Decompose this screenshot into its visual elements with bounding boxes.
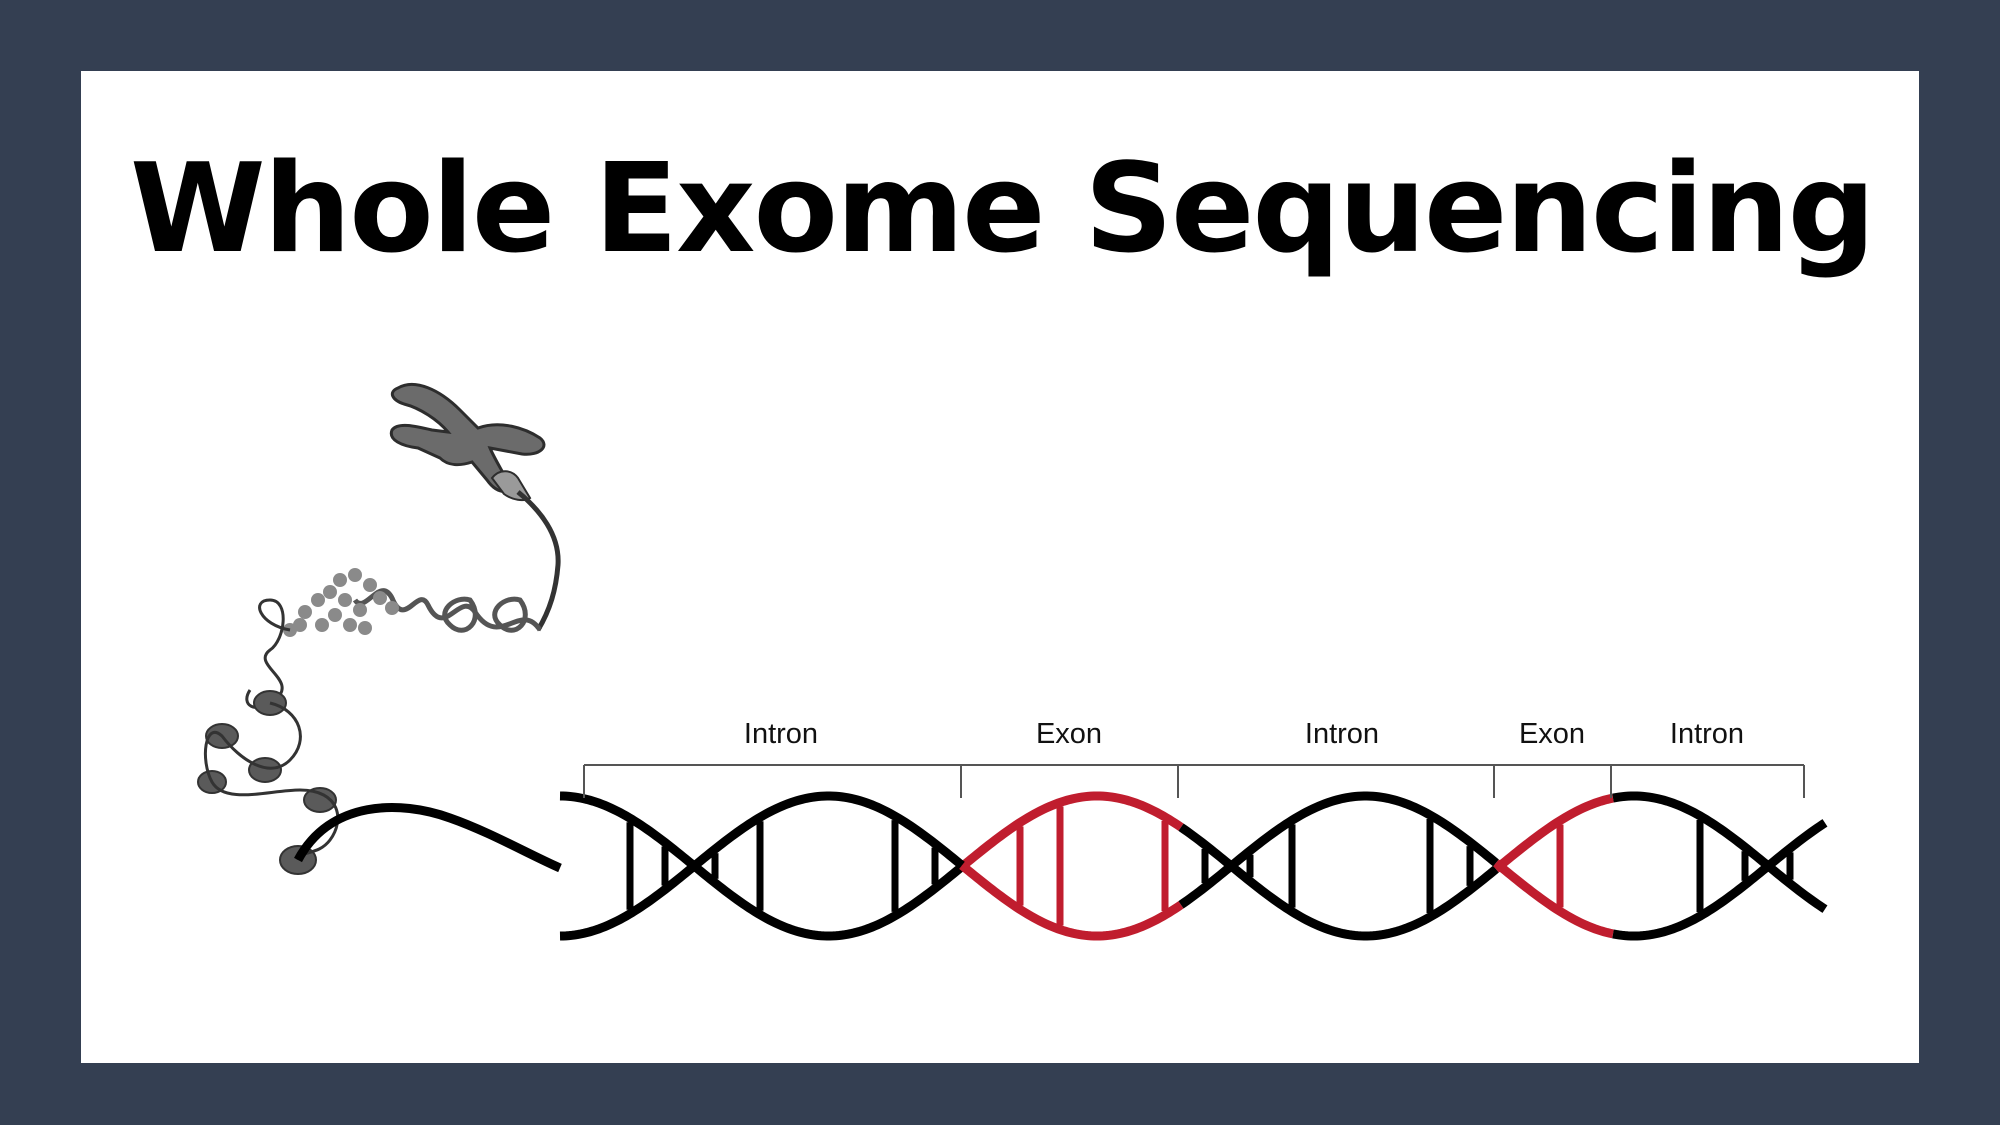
dna-strand-a [1178, 823, 1499, 941]
dna-strand-b [959, 861, 1184, 941]
segment-label-exon: Exon [1519, 718, 1585, 750]
segment-label-intron: Intron [744, 718, 818, 750]
segment-label-intron: Intron [1670, 718, 1744, 750]
chromatin-fiber-icon [283, 568, 399, 637]
dna-strand-lead [294, 803, 562, 873]
chromatin-fiber-icon [203, 701, 340, 861]
nucleosome-icon [197, 690, 337, 875]
slide-title: Whole Exome Sequencing [130, 138, 1876, 281]
segment-label-intron: Intron [1305, 718, 1379, 750]
dna-strand-a [559, 791, 965, 941]
dna-strand-a [959, 791, 1184, 871]
segment-label-exon: Exon [1036, 718, 1102, 750]
segment-brackets [583, 764, 1805, 798]
dna-strand-b [1178, 791, 1499, 909]
chromatin-fiber-icon [352, 588, 543, 633]
chromosome-icon [389, 382, 561, 632]
dna-strand-a [1612, 791, 1828, 913]
dna-strand-b [559, 791, 965, 941]
dna-strand-b [1612, 819, 1828, 941]
dna-double-helix [294, 791, 1828, 941]
dna-strand-b [1493, 859, 1614, 939]
dna-strand-a [1493, 793, 1614, 873]
